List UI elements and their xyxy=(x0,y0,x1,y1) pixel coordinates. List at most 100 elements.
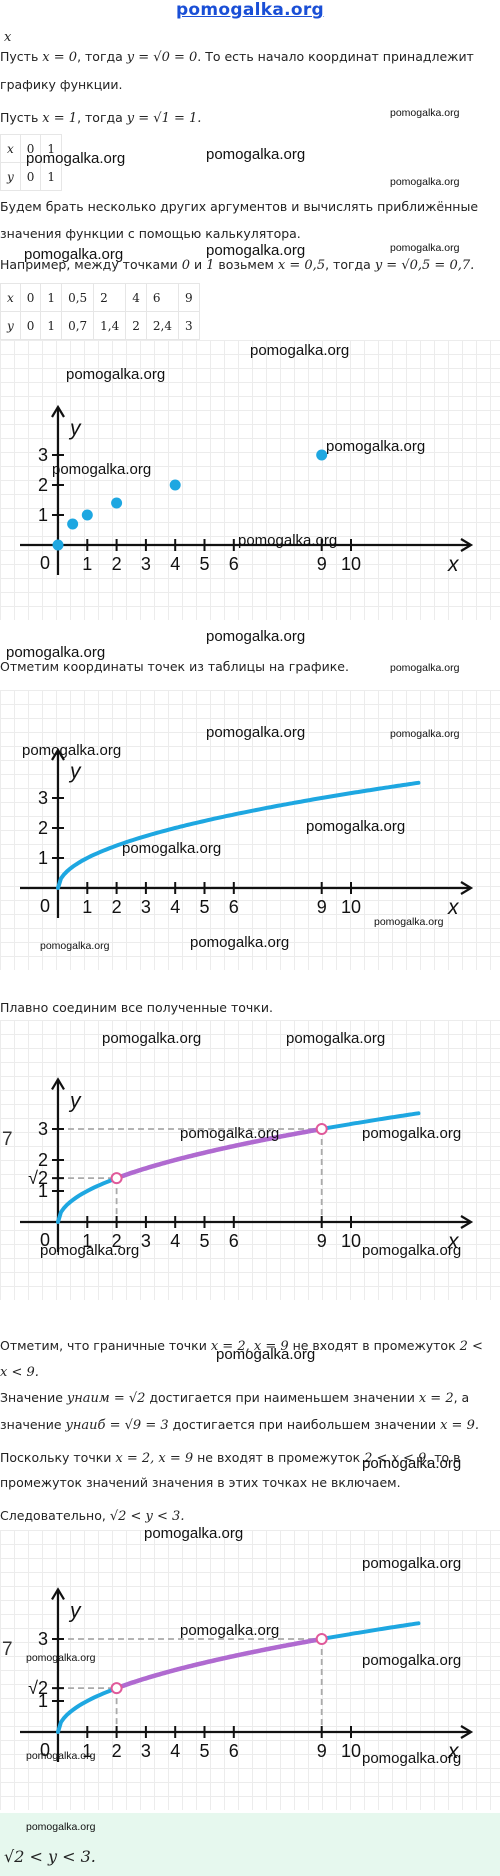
origin-label: 0 xyxy=(40,896,50,916)
watermark: pomogalka.org xyxy=(206,628,306,645)
x-tick-label: 1 xyxy=(82,554,92,574)
watermark: pomogalka.org xyxy=(66,366,166,383)
y-axis-arrow xyxy=(51,1077,65,1090)
watermark: pomogalka.org xyxy=(250,342,350,359)
y-tick-label: 3 xyxy=(38,1119,48,1139)
open-endpoint xyxy=(315,1123,328,1135)
y-axis-label: y xyxy=(68,1089,82,1112)
text-line-9: Отметим, что граничные точки x = 2, x = … xyxy=(0,1338,483,1354)
watermark: pomogalka.org xyxy=(144,1525,244,1542)
watermark: pomogalka.org xyxy=(52,461,152,478)
x-tick-label: 5 xyxy=(199,897,209,917)
watermark: pomogalka.org xyxy=(26,1821,96,1833)
text-line-10: x < 9. xyxy=(0,1365,39,1380)
x-axis-arrow xyxy=(460,1215,474,1229)
graph-interval: x y 0 1 2 3 4 5 6 9 10 1 √2 2 3 7 xyxy=(0,1020,500,1300)
watermark: pomogalka.org xyxy=(390,728,460,740)
y-axis-arrow xyxy=(51,1587,65,1600)
open-endpoint xyxy=(110,1172,123,1185)
text-line-3: Пусть x = 1, тогда y = √1 = 1. xyxy=(0,110,202,126)
x-tick-label: 6 xyxy=(229,554,239,574)
x-tick-label: 10 xyxy=(341,1231,361,1251)
watermark: pomogalka.org xyxy=(390,662,460,674)
x-tick-label: 10 xyxy=(341,1741,361,1761)
open-endpoint xyxy=(110,1682,123,1695)
x-tick-label: 4 xyxy=(170,897,180,917)
text-line-6: Например, между точками 0 и 1 возьмем x … xyxy=(0,257,475,273)
data-point xyxy=(316,449,328,461)
y-tick-label: 3 xyxy=(38,1629,48,1649)
watermark: pomogalka.org xyxy=(362,1555,462,1572)
watermark: pomogalka.org xyxy=(306,818,406,835)
watermark: pomogalka.org xyxy=(390,107,460,119)
watermark: pomogalka.org xyxy=(22,742,122,759)
x-tick-label: 9 xyxy=(317,1231,327,1251)
x-tick-label: 10 xyxy=(341,554,361,574)
graph-interval-final: x y 0 1 2 3 4 5 6 9 10 1 √2 3 7 xyxy=(0,1530,500,1810)
text-line-1: Пусть x = 0, тогда y = √0 = 0. То есть н… xyxy=(0,49,474,65)
side-mark: 7 xyxy=(2,1639,13,1660)
watermark: pomogalka.org xyxy=(390,242,460,254)
y-tick-label: 2 xyxy=(38,475,48,495)
y-tick-label: √2 xyxy=(28,1678,48,1698)
watermark: pomogalka.org xyxy=(6,644,106,661)
x-axis-arrow xyxy=(460,881,474,895)
x-axis-label: x xyxy=(447,896,460,919)
origin-label: 0 xyxy=(40,1230,50,1250)
table-2: x 0 1 0,5 2 4 6 9 y 0 1 0,7 1,4 2 2,4 3 xyxy=(0,283,200,340)
x-tick-label: 6 xyxy=(229,897,239,917)
site-title[interactable]: pomogalka.org xyxy=(175,0,325,20)
highlight-segment xyxy=(115,1126,323,1181)
answer-text: √2 < y < 3. xyxy=(4,1847,96,1866)
x-tick-label: 4 xyxy=(170,1231,180,1251)
text-line-15: Следовательно, √2 < y < 3. xyxy=(0,1508,185,1524)
table-row: x 0 1 0,5 2 4 6 9 xyxy=(0,283,200,312)
x-tick-label: 9 xyxy=(317,897,327,917)
x-tick-label: 2 xyxy=(112,554,122,574)
side-mark: 7 xyxy=(2,1129,13,1150)
x-tick-label: 3 xyxy=(141,1741,151,1761)
table-row: y 0 1 0,7 1,4 2 2,4 3 xyxy=(0,311,200,340)
x-tick-label: 2 xyxy=(112,897,122,917)
sqrt-curve xyxy=(56,780,421,890)
data-point xyxy=(81,509,93,521)
watermark: pomogalka.org xyxy=(180,1125,280,1142)
x-axis-label: x xyxy=(447,553,460,576)
graph-points: x y 0 1 2 3 4 5 6 9 10 1 2 3 xyxy=(0,340,500,620)
x-axis-arrow xyxy=(460,538,474,552)
watermark: pomogalka.org xyxy=(362,1125,462,1142)
y-axis-arrow xyxy=(51,747,65,761)
highlight-segment xyxy=(115,1636,323,1691)
y-tick-label: 1 xyxy=(38,848,48,868)
watermark: pomogalka.org xyxy=(326,438,426,455)
text-line-14: промежуток значений значения в этих точк… xyxy=(0,1475,401,1490)
graph-interval-final-svg: xy0 1 2 3 4 5 6 9 101√237 xyxy=(2,1587,474,1763)
y-tick-label: 2 xyxy=(38,1150,48,1170)
watermark: pomogalka.org xyxy=(40,940,110,952)
y-tick-label: 1 xyxy=(38,505,48,525)
x-tick-label: 1 xyxy=(82,1231,92,1251)
origin-label: 0 xyxy=(40,1740,50,1760)
x-tick-label: 4 xyxy=(170,554,180,574)
x-tick-label: 1 xyxy=(82,1741,92,1761)
text-line-5: значения функции с помощью калькулятора. xyxy=(0,226,301,241)
watermark: pomogalka.org xyxy=(26,150,126,167)
data-point xyxy=(169,479,181,491)
x-tick-label: 2 xyxy=(112,1231,122,1251)
x-tick-label: 3 xyxy=(141,897,151,917)
x-tick-label: 6 xyxy=(229,1231,239,1251)
x-tick-label: 2 xyxy=(112,1741,122,1761)
y-tick-label: 3 xyxy=(38,788,48,808)
origin-label: 0 xyxy=(40,553,50,573)
watermark: pomogalka.org xyxy=(216,1346,316,1363)
x-axis-label: x xyxy=(447,1740,460,1763)
watermark: pomogalka.org xyxy=(206,146,306,163)
x-variable: x xyxy=(4,30,12,45)
x-tick-label: 5 xyxy=(199,1741,209,1761)
answer-box: pomogalka.org √2 < y < 3. xyxy=(0,1813,500,1876)
